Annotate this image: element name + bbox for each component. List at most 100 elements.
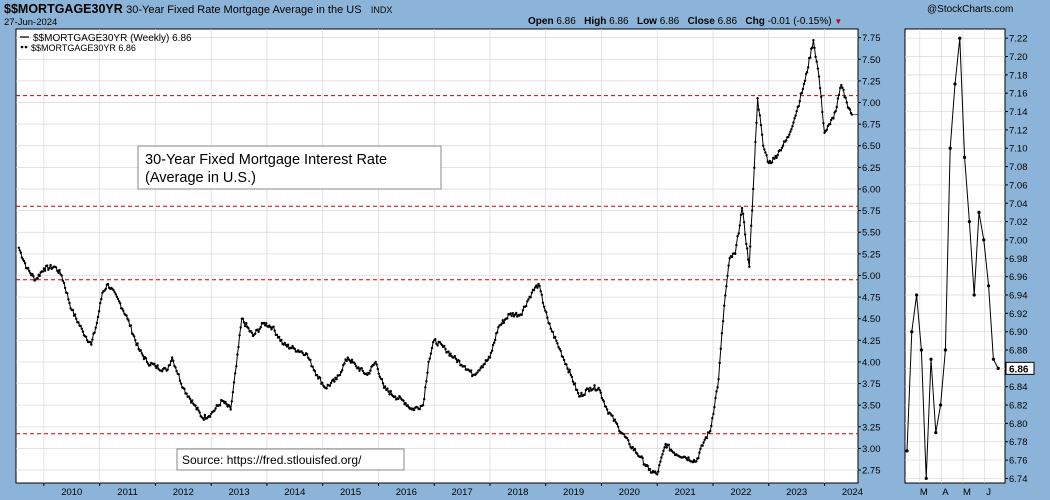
main-series-point	[527, 298, 530, 301]
main-series-point	[164, 367, 167, 370]
inset-y-tick-label: 7.22	[1009, 34, 1028, 45]
main-series-point	[179, 382, 183, 385]
inset-y-tick-label: 6.90	[1009, 327, 1028, 338]
main-series-point	[789, 130, 792, 133]
inset-y-tick-label: 6.96	[1009, 272, 1028, 283]
main-series-point	[222, 399, 225, 403]
main-series-point	[425, 380, 428, 383]
annotation-title-line1: 30-Year Fixed Mortgage Interest Rate	[145, 152, 387, 168]
main-y-tick-label: 3.25	[862, 422, 881, 433]
main-series-point	[79, 324, 82, 328]
inset-series-point	[915, 293, 919, 297]
main-grid	[16, 29, 858, 483]
main-series-point	[449, 352, 452, 355]
main-series-point	[828, 122, 832, 126]
main-series-point	[18, 249, 21, 252]
inset-x-tick-label: J	[986, 487, 991, 498]
main-series-point	[749, 245, 752, 248]
inset-y-tick-label: 7.00	[1009, 235, 1028, 246]
main-series-point	[752, 187, 755, 191]
legend-dot-swatch-2	[24, 45, 28, 49]
main-series-point	[60, 274, 63, 277]
main-series-point	[20, 256, 24, 259]
main-series	[17, 39, 854, 476]
main-series-point	[71, 308, 75, 312]
main-series-point	[715, 390, 718, 393]
main-x-tick-label: 2014	[284, 487, 305, 498]
main-series-point	[145, 360, 149, 364]
inset-x-tick-label: M	[963, 487, 971, 498]
main-series-point	[319, 376, 322, 380]
main-series-point	[657, 470, 660, 473]
main-series-point	[583, 393, 586, 396]
main-series-point	[836, 97, 840, 100]
main-series-point	[230, 400, 233, 403]
main-series-point	[85, 339, 89, 342]
main-series-point	[67, 298, 70, 301]
down-arrow-icon: ▼	[834, 17, 843, 26]
main-series-point	[588, 390, 591, 393]
main-series-point	[710, 424, 713, 428]
main-x-tick-label: 2022	[730, 487, 751, 498]
main-series-point	[730, 255, 734, 259]
main-series-point	[812, 39, 815, 42]
inset-series-point	[982, 238, 986, 242]
main-series-point	[291, 344, 294, 348]
main-series-point	[779, 149, 783, 152]
main-series-point	[440, 343, 444, 347]
main-y-tick-label: 5.75	[862, 206, 881, 217]
main-series-point	[801, 87, 805, 91]
main-series-point	[218, 404, 222, 407]
main-x-tick-label: 2020	[619, 487, 640, 498]
main-series-point	[149, 364, 152, 367]
main-series-point	[536, 286, 539, 289]
main-series-point	[721, 320, 725, 323]
inset-y-tick-label: 7.06	[1009, 180, 1028, 191]
main-series-point	[845, 101, 848, 104]
main-series-point	[685, 457, 688, 460]
main-series-point	[58, 268, 61, 272]
main-series-point	[600, 396, 603, 400]
main-series-point	[339, 370, 343, 374]
main-series-point	[358, 369, 361, 372]
main-series-point	[665, 446, 668, 449]
main-series-point	[815, 60, 818, 63]
main-y-tick-label: 5.50	[862, 228, 881, 239]
main-series-point	[540, 293, 543, 296]
main-series-point	[497, 326, 500, 329]
main-series-point	[757, 108, 760, 111]
main-series-point	[571, 380, 575, 383]
main-series-point	[724, 294, 727, 297]
reference-lines	[16, 95, 858, 435]
main-series-point	[479, 367, 482, 370]
main-series-point	[760, 133, 764, 136]
main-series-point	[259, 325, 262, 329]
main-series-point	[820, 95, 823, 99]
main-x-tick-label: 2012	[173, 487, 194, 498]
main-series-point	[770, 161, 774, 164]
main-series-point	[802, 82, 806, 86]
main-series-point	[597, 386, 600, 390]
main-series-point	[758, 114, 762, 117]
inset-y-axis: 6.74 6.76 6.78 6.80 6.82 6.84 6.86 6.88 6.90 6.92…	[1005, 34, 1028, 485]
main-y-tick-label: 7.25	[862, 76, 881, 87]
main-series-point	[698, 451, 701, 454]
main-series-point	[713, 405, 716, 409]
main-series-point	[502, 321, 506, 325]
main-series-point	[172, 359, 175, 362]
main-series-point	[775, 156, 778, 159]
source-text: Source: https://fred.stlouisfed.org/	[182, 453, 362, 467]
main-series-point	[431, 341, 435, 344]
main-series-point	[545, 311, 548, 314]
main-series-point	[115, 295, 119, 298]
main-series-point	[17, 246, 20, 249]
main-series-point	[233, 372, 237, 375]
main-series-point	[210, 412, 213, 415]
main-series-point	[91, 338, 94, 341]
main-series-point	[628, 442, 631, 446]
main-series-point	[242, 321, 246, 324]
main-series-point	[818, 87, 822, 90]
inset-series-point	[939, 403, 943, 407]
